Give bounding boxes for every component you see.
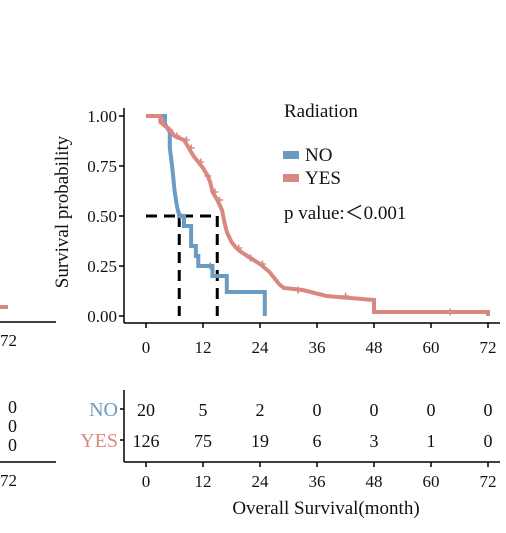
p-value-annotation: p value:＜0.001 — [284, 203, 406, 224]
risk-value: 6 — [313, 431, 322, 451]
risk-x-tick-label: 0 — [142, 472, 151, 491]
x-tick-label: 0 — [142, 338, 151, 357]
legend-censor-mark — [287, 174, 295, 182]
risk-value: 0 — [313, 400, 322, 420]
x-tick-label: 72 — [480, 338, 497, 357]
risk-value: 2 — [256, 400, 265, 420]
y-axis-title: Survival probability — [52, 135, 73, 288]
legend-label-no: NO — [305, 145, 332, 166]
censor-mark-yes — [235, 244, 243, 252]
censor-mark-yes — [197, 158, 205, 166]
left-fragment-risk-value-3: 0 — [8, 435, 17, 455]
risk-value: 0 — [484, 431, 493, 451]
risk-value: 75 — [194, 431, 212, 451]
censor-mark-yes — [342, 292, 349, 300]
legend-censor-mark — [287, 151, 295, 159]
risk-x-tick-label: 24 — [252, 472, 270, 491]
legend-label-yes: YES — [305, 168, 341, 189]
y-tick-label: 0.25 — [87, 257, 117, 276]
left-fragment-x-tick: 72 — [0, 331, 17, 350]
risk-value: 1 — [427, 431, 436, 451]
censor-mark-no — [177, 212, 185, 220]
censor-mark-yes — [173, 132, 181, 140]
left-fragment-risk-value-2: 0 — [8, 416, 17, 436]
y-tick-label: 0.75 — [87, 157, 117, 176]
left-fragment-risk-x-tick: 72 — [0, 471, 17, 490]
risk-x-tick-label: 12 — [195, 472, 212, 491]
risk-value: 126 — [133, 431, 160, 451]
x-tick-label: 48 — [366, 338, 383, 357]
survival-curve-no — [146, 114, 267, 316]
survival-curves — [146, 114, 490, 316]
censor-mark-yes — [187, 144, 195, 152]
risk-value: 3 — [370, 431, 379, 451]
left-panel-fragment: 72 0 0 0 72 — [0, 305, 56, 490]
median-lines — [146, 214, 219, 316]
risk-value: 0 — [427, 400, 436, 420]
censor-mark-yes — [182, 136, 190, 144]
censor-mark-yes — [446, 308, 454, 316]
x-ticks: 0 12 24 36 48 60 72 — [142, 323, 497, 357]
risk-value: 20 — [137, 400, 155, 420]
y-tick-label: 0.00 — [87, 307, 117, 326]
risk-row-label-yes: YES — [80, 430, 118, 452]
censor-mark-yes — [159, 118, 167, 126]
risk-value: 0 — [370, 400, 379, 420]
censor-mark-yes — [166, 126, 174, 134]
risk-value: 0 — [484, 400, 493, 420]
x-tick-label: 12 — [195, 338, 212, 357]
x-axis-title: Overall Survival(month) — [232, 498, 419, 519]
km-plot: Survival probability 0.00 0.25 0.50 0.75 1.0… — [52, 101, 500, 357]
y-tick-label: 1.00 — [87, 107, 117, 126]
risk-x-tick-label: 48 — [366, 472, 383, 491]
x-tick-label: 24 — [252, 338, 270, 357]
censor-mark-yes — [294, 286, 302, 294]
left-fragment-risk-value-1: 0 — [8, 397, 17, 417]
x-tick-label: 36 — [309, 338, 326, 357]
risk-value: 19 — [251, 431, 269, 451]
censor-mark-yes — [204, 172, 212, 180]
risk-value: 5 — [199, 400, 208, 420]
risk-x-tick-label: 72 — [480, 472, 497, 491]
risk-x-tick-label: 36 — [309, 472, 326, 491]
censor-mark-no — [206, 262, 214, 270]
censor-mark-yes — [216, 196, 224, 204]
y-ticks: 0.00 0.25 0.50 0.75 1.00 — [87, 107, 124, 326]
risk-x-tick-label: 60 — [423, 472, 440, 491]
censor-mark-yes — [247, 254, 254, 262]
x-tick-label: 60 — [423, 338, 440, 357]
censor-mark-yes — [211, 188, 219, 196]
risk-table-x-ticks: 0 12 24 36 48 60 72 — [142, 462, 497, 491]
censor-mark-yes — [258, 260, 266, 268]
risk-row-label-no: NO — [89, 399, 118, 421]
y-tick-label: 0.50 — [87, 207, 117, 226]
legend-title: Radiation — [284, 101, 358, 122]
